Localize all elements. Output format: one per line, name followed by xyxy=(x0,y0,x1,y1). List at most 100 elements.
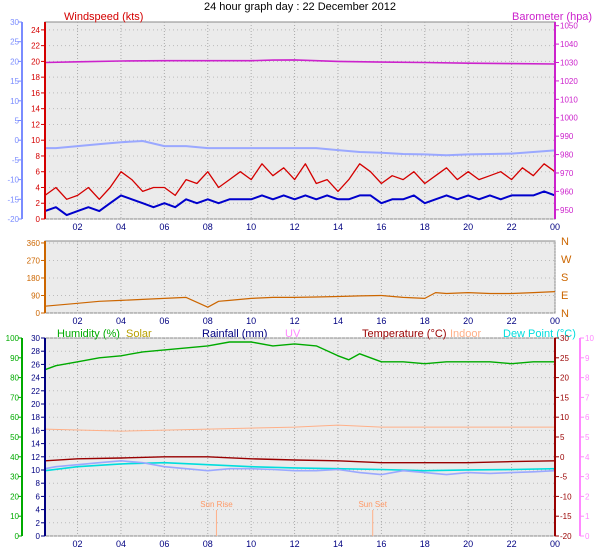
uv-tick-label: 4 xyxy=(585,453,590,462)
rainfall-tick-label: 30 xyxy=(31,334,40,343)
compass-label: E xyxy=(561,290,568,302)
x-tick-label: 16 xyxy=(376,316,386,326)
barometer-tick-label: 970 xyxy=(560,169,574,178)
x-tick-label: 00 xyxy=(550,222,560,232)
wind-panel-axes: 302520151050-5-10-15-2024222018161412108… xyxy=(7,18,578,224)
rainfall-tick-label: 18 xyxy=(31,413,40,422)
temperature-tick-label: -20 xyxy=(560,532,572,541)
outer-temp-tick-label: 20 xyxy=(10,57,19,66)
temperature-tick-label: 0 xyxy=(560,453,565,462)
multi-panel-background xyxy=(44,337,556,537)
direction-tick-label: 90 xyxy=(31,291,40,300)
outer-temp-tick-label: 15 xyxy=(10,77,19,86)
direction-tick-label: 360 xyxy=(27,239,41,248)
windspeed-tick-label: 8 xyxy=(36,152,41,161)
x-tick-label: 08 xyxy=(203,539,213,549)
indoor-line xyxy=(44,424,555,432)
windspeed-tick-label: 18 xyxy=(31,73,40,82)
wind-panel-grid xyxy=(45,22,556,220)
outer-temp-tick-label: -10 xyxy=(7,176,19,185)
multi-panel-series: Sun Rise Sun Set xyxy=(44,341,556,536)
direction-tick-label: 0 xyxy=(36,309,41,318)
x-tick-label: 02 xyxy=(73,222,83,232)
humidity-tick-label: 40 xyxy=(10,453,19,462)
windspeed-tick-label: 12 xyxy=(31,120,40,129)
windspeed-tick-label: 24 xyxy=(31,26,40,35)
multi-panel-legend: Humidity (%) Solar Rainfall (mm) UV Temperat… xyxy=(57,328,576,340)
rainfall-tick-label: 24 xyxy=(31,374,40,383)
barometer-tick-label: 960 xyxy=(560,187,574,196)
legend-solar: Solar xyxy=(126,328,152,340)
barometer-tick-label: 1040 xyxy=(560,40,578,49)
multi-panel-axes: 1009080706050403020100302826242220181614… xyxy=(6,334,595,541)
uv-tick-label: 2 xyxy=(585,492,590,501)
rainfall-tick-label: 14 xyxy=(31,440,40,449)
direction-panel-series xyxy=(44,291,556,308)
sun-set-label: Sun Set xyxy=(358,500,387,509)
x-tick-label: 18 xyxy=(420,316,430,326)
x-tick-label: 22 xyxy=(507,222,517,232)
temperature-tick-label: -5 xyxy=(560,473,568,482)
humidity-tick-label: 80 xyxy=(10,374,19,383)
barometer-tick-label: 1010 xyxy=(560,95,578,104)
x-axis-ticks: 02 04 06 08 10 12 14 16 18 20 22 00 02 04 06 08 10 12 14 16… xyxy=(73,222,560,549)
x-tick-label: 08 xyxy=(203,316,213,326)
outer-temp-tick-label: -20 xyxy=(7,215,19,224)
outdoor-temp-line xyxy=(45,140,556,157)
temperature-tick-label: 25 xyxy=(560,354,569,363)
outer-temp-tick-label: 0 xyxy=(15,136,20,145)
rainfall-tick-label: 26 xyxy=(31,360,40,369)
x-tick-label: 10 xyxy=(246,222,256,232)
x-tick-label: 18 xyxy=(420,539,430,549)
windspeed-tick-label: 0 xyxy=(36,215,41,224)
temperature-tick-label: 5 xyxy=(560,433,565,442)
windspeed-tick-label: 4 xyxy=(36,183,41,192)
rainfall-tick-label: 16 xyxy=(31,426,40,435)
multi-panel-grid xyxy=(45,337,556,537)
uv-tick-label: 9 xyxy=(585,354,590,363)
windspeed-tick-label: 20 xyxy=(31,57,40,66)
x-tick-label: 20 xyxy=(463,539,473,549)
pale-temp-line xyxy=(44,459,556,476)
humidity-tick-label: 30 xyxy=(10,473,19,482)
windspeed-tick-label: 10 xyxy=(31,136,40,145)
uv-tick-label: 8 xyxy=(585,374,590,383)
x-tick-label: 22 xyxy=(507,539,517,549)
barometer-tick-label: 1000 xyxy=(560,114,578,123)
windspeed-tick-label: 6 xyxy=(36,168,41,177)
windspeed-axis-label: Windspeed (kts) xyxy=(64,11,143,23)
x-tick-label: 16 xyxy=(376,222,386,232)
rainfall-tick-label: 6 xyxy=(36,492,41,501)
barometer-tick-label: 980 xyxy=(560,151,574,160)
humidity-tick-label: 50 xyxy=(10,433,19,442)
uv-tick-label: 0 xyxy=(585,532,590,541)
temperature-tick-label: 20 xyxy=(560,374,569,383)
barometer-tick-label: 1050 xyxy=(560,22,578,31)
rainfall-tick-label: 4 xyxy=(36,506,41,515)
x-tick-label: 22 xyxy=(507,316,517,326)
temperature-tick-label: 10 xyxy=(560,413,569,422)
legend-humidity: Humidity (%) xyxy=(57,328,120,340)
compass-label: W xyxy=(561,254,572,266)
uv-tick-label: 10 xyxy=(585,334,594,343)
direction-panel-background xyxy=(44,240,556,314)
outer-temp-tick-label: 30 xyxy=(10,18,19,27)
humidity-tick-label: 60 xyxy=(10,413,19,422)
x-tick-label: 20 xyxy=(463,222,473,232)
x-tick-label: 10 xyxy=(246,316,256,326)
x-tick-label: 20 xyxy=(463,316,473,326)
legend-rainfall: Rainfall (mm) xyxy=(202,328,267,340)
rainfall-tick-label: 12 xyxy=(31,453,40,462)
dewpoint-line xyxy=(44,461,556,472)
x-tick-label: 02 xyxy=(73,539,83,549)
wind-direction-line xyxy=(44,291,556,308)
sun-rise-label: Sun Rise xyxy=(200,500,233,509)
x-tick-label: 12 xyxy=(290,316,300,326)
barometer-tick-label: 1030 xyxy=(560,59,578,68)
barometer-tick-label: 990 xyxy=(560,132,574,141)
barometer-tick-label: 1020 xyxy=(560,77,578,86)
legend-dewpoint: Dew Point (°C) xyxy=(503,328,576,340)
chart-title: 24 hour graph day : 22 December 2012 xyxy=(204,1,396,13)
windspeed-tick-label: 2 xyxy=(36,199,41,208)
